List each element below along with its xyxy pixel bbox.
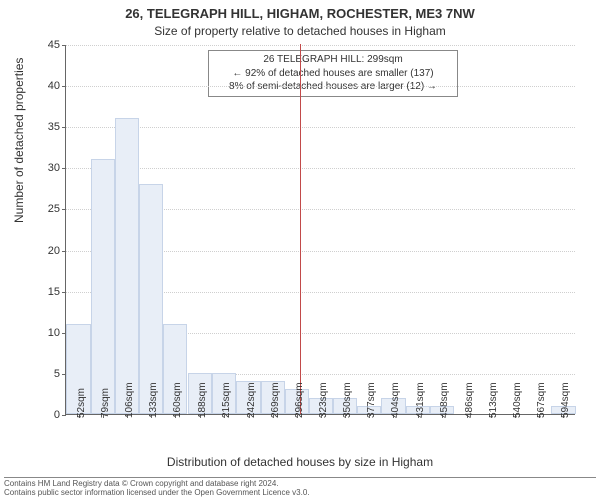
footer: Contains HM Land Registry data © Crown c…	[4, 477, 596, 498]
y-tick-mark	[62, 292, 66, 293]
x-axis-label: Distribution of detached houses by size …	[0, 455, 600, 469]
x-tick-label: 513sqm	[488, 382, 499, 418]
x-tick-label: 350sqm	[342, 382, 353, 418]
y-tick-mark	[62, 374, 66, 375]
x-tick-label: 404sqm	[390, 382, 401, 418]
y-tick-label: 45	[48, 39, 60, 51]
x-tick-label: 431sqm	[415, 382, 426, 418]
y-tick-mark	[62, 251, 66, 252]
y-tick-mark	[62, 333, 66, 334]
x-tick-label: 486sqm	[464, 382, 475, 418]
x-tick-label: 188sqm	[197, 382, 208, 418]
bar	[91, 159, 115, 414]
y-tick-label: 15	[48, 286, 60, 298]
annotation-line-1: 26 TELEGRAPH HILL: 299sqm	[213, 53, 453, 67]
x-tick-label: 296sqm	[294, 382, 305, 418]
grid-line	[66, 127, 575, 128]
x-tick-label: 215sqm	[221, 382, 232, 418]
footer-line-2: Contains public sector information licen…	[4, 488, 596, 498]
x-tick-label: 79sqm	[100, 388, 111, 418]
grid-line	[66, 45, 575, 46]
y-tick-mark	[62, 168, 66, 169]
y-tick-label: 10	[48, 327, 60, 339]
y-tick-label: 20	[48, 245, 60, 257]
chart-title: 26, TELEGRAPH HILL, HIGHAM, ROCHESTER, M…	[0, 6, 600, 21]
y-tick-mark	[62, 415, 66, 416]
y-tick-label: 0	[54, 409, 60, 421]
x-tick-label: 242sqm	[246, 382, 257, 418]
bar	[115, 118, 139, 414]
footer-line-1: Contains HM Land Registry data © Crown c…	[4, 479, 596, 489]
x-tick-label: 567sqm	[536, 382, 547, 418]
y-tick-mark	[62, 45, 66, 46]
y-tick-label: 40	[48, 80, 60, 92]
x-tick-label: 377sqm	[366, 382, 377, 418]
x-tick-label: 133sqm	[148, 382, 159, 418]
plot-area: 26 TELEGRAPH HILL: 299sqm ← 92% of detac…	[65, 45, 575, 415]
y-axis-label: Number of detached properties	[12, 58, 26, 223]
x-tick-label: 106sqm	[124, 382, 135, 418]
y-tick-mark	[62, 209, 66, 210]
chart-subtitle: Size of property relative to detached ho…	[0, 24, 600, 38]
x-tick-label: 52sqm	[76, 388, 87, 418]
y-tick-label: 5	[54, 368, 60, 380]
x-tick-label: 458sqm	[439, 382, 450, 418]
annotation-box: 26 TELEGRAPH HILL: 299sqm ← 92% of detac…	[208, 50, 458, 97]
bar	[139, 184, 163, 414]
y-tick-mark	[62, 127, 66, 128]
marker-line	[300, 44, 301, 414]
x-tick-label: 540sqm	[512, 382, 523, 418]
y-tick-label: 30	[48, 162, 60, 174]
chart-container: 26, TELEGRAPH HILL, HIGHAM, ROCHESTER, M…	[0, 0, 600, 500]
x-tick-label: 269sqm	[270, 382, 281, 418]
x-tick-label: 594sqm	[560, 382, 571, 418]
y-tick-label: 35	[48, 121, 60, 133]
annotation-line-2: ← 92% of detached houses are smaller (13…	[213, 67, 453, 81]
y-tick-label: 25	[48, 203, 60, 215]
y-tick-mark	[62, 86, 66, 87]
grid-line	[66, 168, 575, 169]
x-tick-label: 323sqm	[318, 382, 329, 418]
x-tick-label: 160sqm	[172, 382, 183, 418]
grid-line	[66, 86, 575, 87]
